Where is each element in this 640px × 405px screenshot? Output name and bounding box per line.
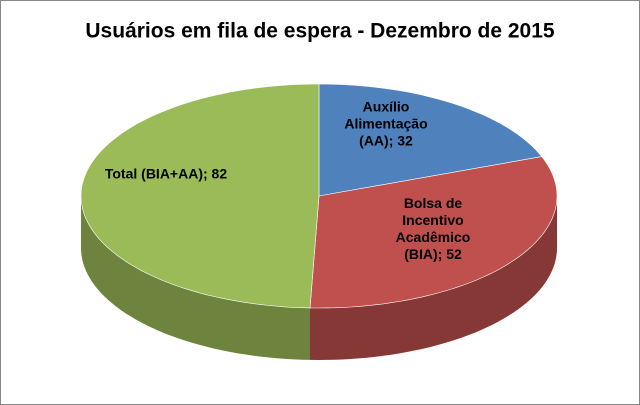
- slice: [80, 83, 320, 309]
- value-label: 32: [397, 132, 413, 149]
- category-label: Total (BIA+AA): [104, 165, 203, 182]
- label-separator: ;: [202, 165, 212, 182]
- slice: [309, 156, 558, 309]
- label-separator: ;: [388, 132, 398, 149]
- category-label: Auxílio Alimentação (AA): [344, 98, 428, 149]
- data-label: Total (BIA+AA); 82: [86, 166, 246, 183]
- category-label: Bolsa de Incentivo Acadêmico (BIA): [395, 195, 471, 262]
- chart-title: Usuários em fila de espera - Dezembro de…: [85, 20, 555, 43]
- value-label: 82: [211, 165, 228, 182]
- label-separator: ;: [437, 246, 447, 262]
- slice-side: [81, 196, 310, 360]
- value-label: 52: [446, 246, 462, 262]
- data-label: Auxílio Alimentação (AA); 32: [331, 99, 441, 150]
- slice-side: [310, 196, 557, 360]
- slice: [318, 83, 543, 197]
- data-label: Bolsa de Incentivo Acadêmico (BIA); 52: [386, 195, 481, 263]
